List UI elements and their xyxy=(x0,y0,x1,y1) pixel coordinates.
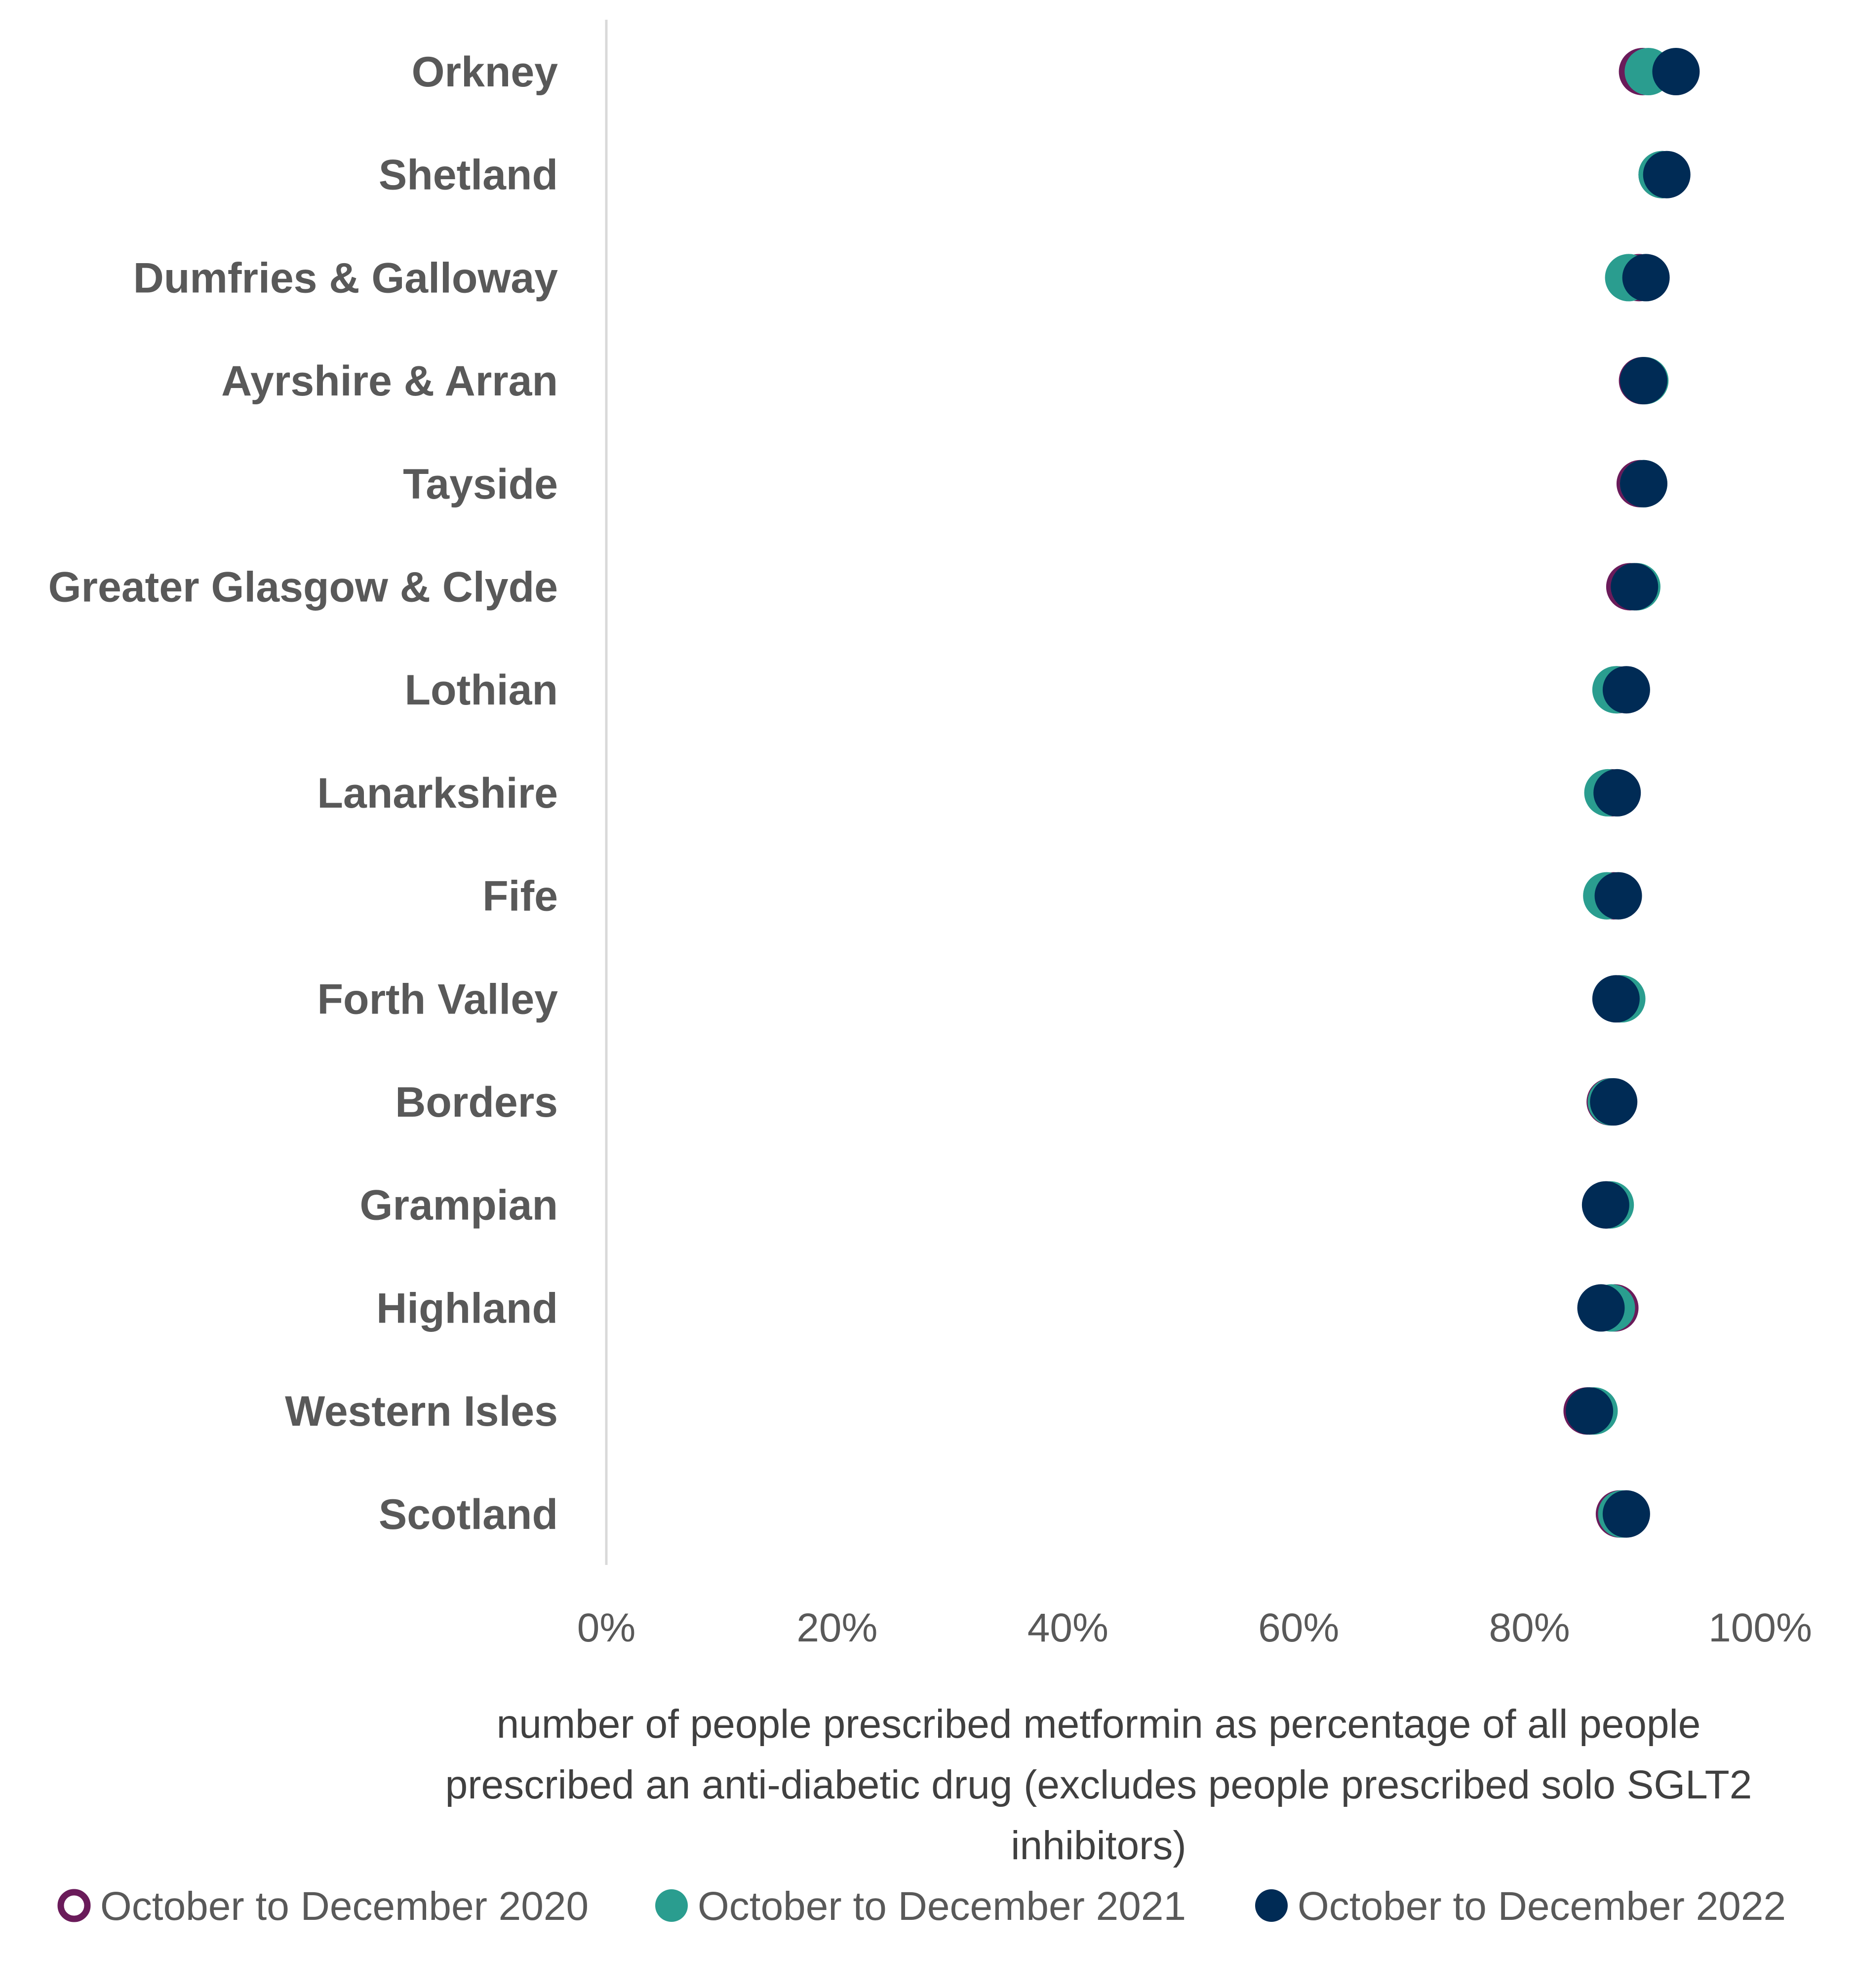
legend-label-2: October to December 2021 xyxy=(698,1884,1186,1929)
category-label: Forth Valley xyxy=(317,975,558,1023)
data-point-3 xyxy=(1592,975,1640,1023)
data-point-3 xyxy=(1577,1284,1625,1332)
x-axis-title-line: inhibitors) xyxy=(1011,1823,1186,1868)
data-point-3 xyxy=(1620,460,1667,507)
data-point-3 xyxy=(1622,254,1670,302)
x-axis-tick-label: 40% xyxy=(1027,1605,1108,1650)
x-axis-tick-labels: 0% 20% 40% 60% 80% 100% xyxy=(577,1605,1812,1650)
data-point-3 xyxy=(1590,1078,1638,1126)
category-label: Lothian xyxy=(405,666,558,714)
legend-marker-3 xyxy=(1255,1889,1288,1922)
legend: October to December 2020 October to Decem… xyxy=(57,1884,1786,1929)
category-labels: Orkney Shetland Dumfries & Galloway Ayrshir… xyxy=(48,48,558,1538)
legend-marker-2 xyxy=(655,1889,688,1922)
x-axis-tick-label: 60% xyxy=(1258,1605,1339,1650)
data-point-3 xyxy=(1620,357,1667,405)
data-point-3 xyxy=(1566,1387,1614,1435)
x-axis-tick-label: 0% xyxy=(577,1605,636,1650)
category-label: Highland xyxy=(376,1285,558,1332)
x-axis-tick-label: 100% xyxy=(1708,1605,1812,1650)
legend-marker-1 xyxy=(57,1889,91,1922)
data-point-3 xyxy=(1593,769,1641,817)
category-label: Orkney xyxy=(412,48,558,96)
x-axis-tick-label: 80% xyxy=(1489,1605,1570,1650)
category-label: Greater Glasgow & Clyde xyxy=(48,564,558,611)
category-label: Borders xyxy=(395,1079,558,1126)
x-axis-title-line: number of people prescribed metformin as… xyxy=(497,1702,1701,1747)
x-axis-title-line: prescribed an anti-diabetic drug (exclud… xyxy=(445,1762,1752,1807)
category-label: Ayrshire & Arran xyxy=(221,357,558,405)
data-point-3 xyxy=(1652,48,1700,95)
category-label: Shetland xyxy=(379,152,558,199)
category-label: Tayside xyxy=(403,461,558,508)
data-point-3 xyxy=(1602,1490,1650,1538)
legend-label-3: October to December 2022 xyxy=(1298,1884,1786,1929)
category-label: Grampian xyxy=(360,1182,558,1229)
x-axis-tick-label: 20% xyxy=(796,1605,877,1650)
x-axis-title: number of people prescribed metformin as… xyxy=(445,1702,1752,1868)
category-label: Lanarkshire xyxy=(317,770,558,817)
data-point-3 xyxy=(1611,563,1659,611)
data-point-3 xyxy=(1643,151,1691,198)
category-label: Dumfries & Galloway xyxy=(133,254,558,302)
data-point-3 xyxy=(1581,1181,1629,1229)
data-points xyxy=(1563,48,1700,1538)
category-label: Scotland xyxy=(379,1491,558,1538)
category-label: Fife xyxy=(482,873,558,920)
data-point-3 xyxy=(1602,666,1650,714)
category-label: Western Isles xyxy=(285,1388,558,1435)
legend-label-1: October to December 2020 xyxy=(100,1884,589,1929)
data-point-3 xyxy=(1594,872,1642,920)
